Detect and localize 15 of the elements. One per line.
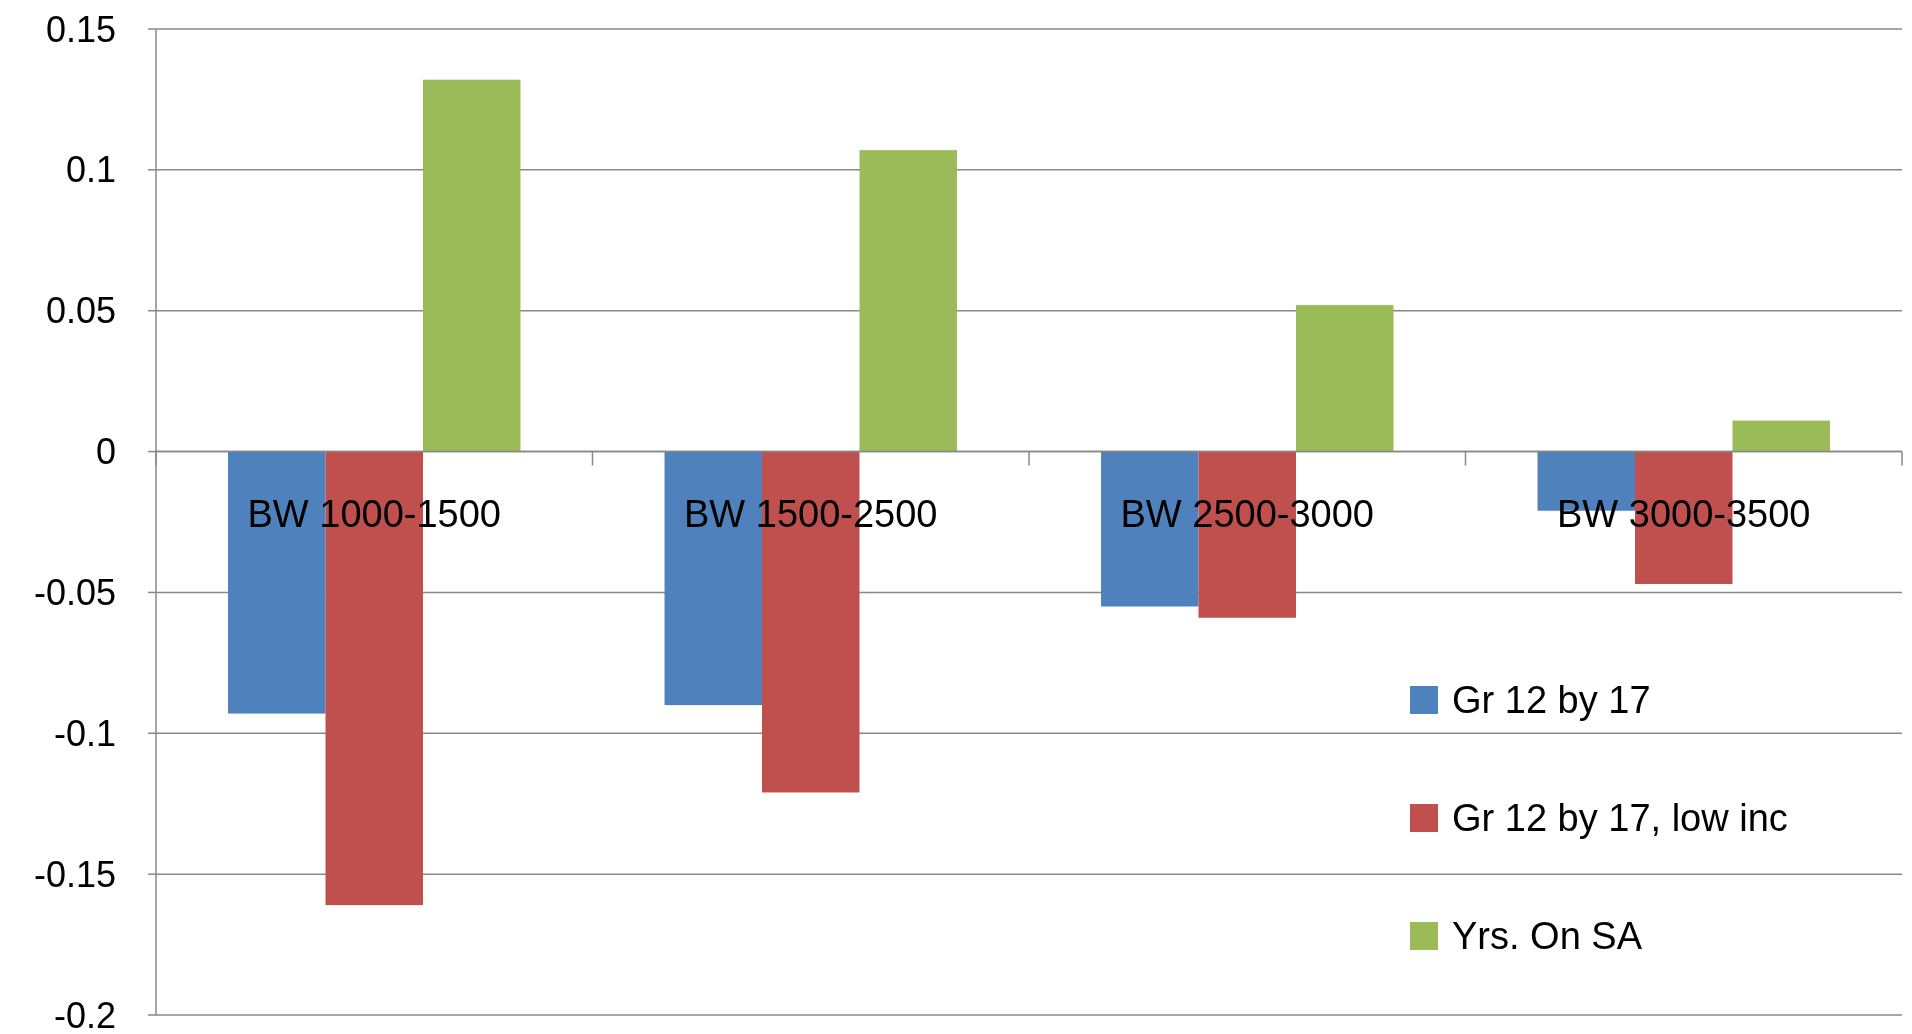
y-tick-label: 0 <box>95 431 116 473</box>
y-tick-label: 0.05 <box>45 290 116 332</box>
bar <box>859 150 957 452</box>
y-tick-label: -0.1 <box>53 712 116 754</box>
legend-label: Gr 12 by 17 <box>1452 679 1651 722</box>
legend-label: Gr 12 by 17, low inc <box>1452 797 1788 840</box>
y-tick-label: 0.1 <box>65 149 116 191</box>
bar <box>422 79 521 452</box>
y-tick-label: -0.15 <box>33 853 116 895</box>
y-tick-label: -0.2 <box>53 994 116 1034</box>
bar <box>1295 305 1394 452</box>
y-tick-label: -0.05 <box>33 572 116 614</box>
legend-label: Yrs. On SA <box>1452 915 1643 958</box>
y-tick-label: 0.15 <box>45 8 116 50</box>
bar <box>1732 420 1830 452</box>
